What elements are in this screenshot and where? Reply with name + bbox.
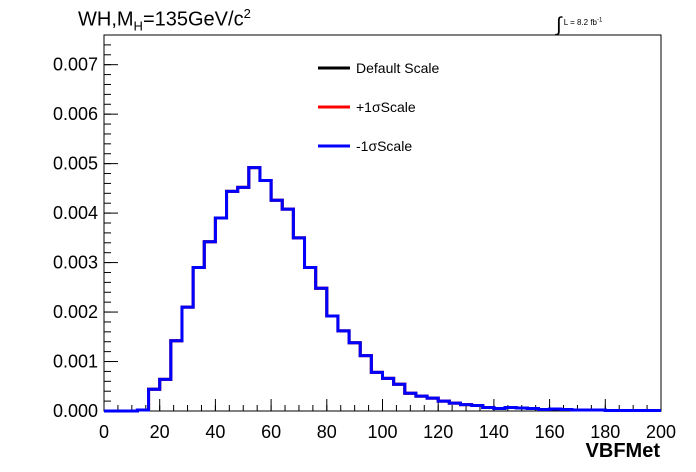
legend-label-0: Default Scale [356, 60, 439, 76]
y-tick-label: 0.004 [53, 203, 98, 223]
x-tick-label: 200 [646, 422, 676, 442]
x-tick-label: 20 [150, 422, 170, 442]
y-tick-label: 0.007 [53, 55, 98, 75]
x-tick-label: 140 [479, 422, 509, 442]
x-tick-label: 100 [367, 422, 397, 442]
y-tick-label: 0.001 [53, 352, 98, 372]
integral-icon: ∫ [556, 14, 562, 36]
y-tick-label: 0.003 [53, 253, 98, 273]
y-tick-label: 0.005 [53, 154, 98, 174]
lumi-text: L = 8.2 fb [563, 18, 598, 27]
y-tick-label: 0.006 [53, 104, 98, 124]
title-subscript: H [133, 18, 143, 34]
y-axis: 0.000 0.001 0.002 0.003 0.004 0.005 0.006 0.007 [53, 34, 118, 421]
title-superscript: 2 [243, 6, 251, 21]
title-prefix: WH,M [78, 8, 134, 31]
lumi-superscript: -1 [597, 17, 603, 24]
legend-label-1: +1σScale [356, 99, 416, 115]
x-axis-label: VBFMet [585, 440, 660, 462]
x-tick-label: 180 [590, 422, 620, 442]
legend: Default Scale +1σScale -1σScale [318, 60, 439, 154]
luminosity-label: ∫ L = 8.2 fb-1 [556, 14, 602, 37]
x-tick-label: 40 [205, 422, 225, 442]
title-mid: =135GeV/c [142, 8, 244, 31]
plot-frame [103, 34, 662, 412]
x-tick-label: 60 [261, 422, 281, 442]
chart-title: WH,MH=135GeV/c2 [78, 6, 251, 34]
x-tick-label: 80 [317, 422, 337, 442]
y-tick-label: 0.000 [53, 401, 98, 421]
legend-label-2: -1σScale [356, 138, 412, 154]
x-tick-label: 0 [99, 422, 109, 442]
series-line-2 [104, 166, 661, 413]
x-axis: 0 20 40 60 80 100 120 140 160 180 200 [99, 399, 676, 442]
series-group [104, 166, 661, 413]
x-tick-label: 160 [535, 422, 565, 442]
x-tick-label: 120 [423, 422, 453, 442]
y-tick-label: 0.002 [53, 302, 98, 322]
